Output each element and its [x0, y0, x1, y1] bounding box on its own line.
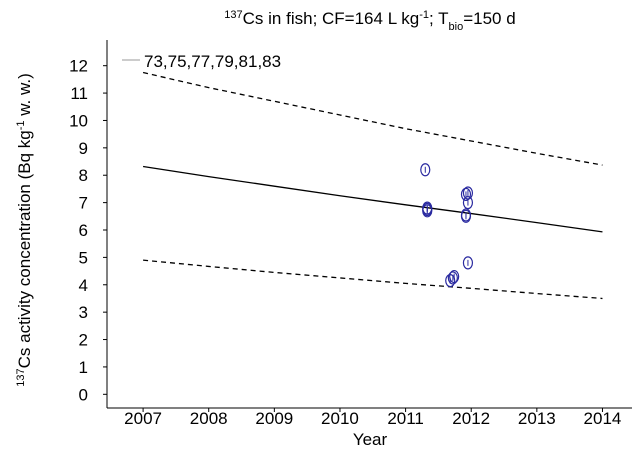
data-point	[420, 163, 431, 177]
data-point	[462, 186, 474, 200]
x-tick-label: 2010	[321, 409, 359, 428]
y-axis-label: 137Cs activity concentration (Bq kg-1 w.…	[15, 73, 34, 386]
chart-title-part: bio	[449, 21, 464, 33]
x-tick-label: 2007	[124, 409, 162, 428]
data-point	[462, 196, 474, 210]
data-point	[422, 202, 433, 217]
data-point	[447, 271, 458, 285]
y-axis-label-part: Cs activity concentration (Bq kg	[15, 130, 34, 368]
chart-title-part: =150 d	[463, 9, 515, 28]
x-tick-label: 2008	[190, 409, 228, 428]
y-tick-label: 12	[69, 57, 88, 76]
data-point	[462, 256, 474, 270]
x-axis-label: Year	[353, 430, 388, 449]
y-tick-label: 3	[79, 303, 88, 322]
data-point	[460, 187, 472, 201]
y-tick-label: 5	[79, 248, 88, 267]
chart-title-part: -1	[419, 9, 429, 21]
chart-title-part: 137	[224, 9, 242, 21]
x-tick-label: 2014	[584, 409, 622, 428]
y-tick-label: 11	[70, 84, 88, 103]
legend-label: 73,75,77,79,81,83	[144, 52, 281, 71]
x-tick-label: 2013	[518, 409, 556, 428]
y-tick-label: 6	[79, 221, 88, 240]
y-tick-label: 4	[79, 276, 88, 295]
chart-title-part: Cs in fish; CF=164 L kg	[243, 9, 420, 28]
data-point	[460, 208, 472, 222]
x-tick-label: 2012	[452, 409, 490, 428]
series-line	[142, 165, 603, 233]
y-axis-label-part: -1	[15, 120, 27, 130]
y-tick-label: 7	[79, 194, 88, 213]
data-point	[449, 269, 460, 284]
y-tick-label: 1	[79, 358, 88, 377]
x-tick-label: 2011	[387, 409, 424, 428]
series-line	[142, 71, 603, 166]
x-tick-label: 2009	[255, 409, 293, 428]
y-tick-label: 8	[79, 166, 88, 185]
chart-title-part: ; T	[429, 9, 449, 28]
series-line	[143, 259, 603, 300]
y-tick-label: 10	[69, 111, 88, 130]
y-tick-label: 2	[79, 331, 88, 350]
y-tick-label: 0	[79, 385, 88, 404]
chart-title: 137Cs in fish; CF=164 L kg-1; Tbio=150 d	[224, 9, 515, 33]
y-tick-label: 9	[79, 139, 88, 158]
y-axis-label-part: w. w.)	[15, 73, 34, 120]
y-axis-label-part: 137	[15, 368, 27, 386]
